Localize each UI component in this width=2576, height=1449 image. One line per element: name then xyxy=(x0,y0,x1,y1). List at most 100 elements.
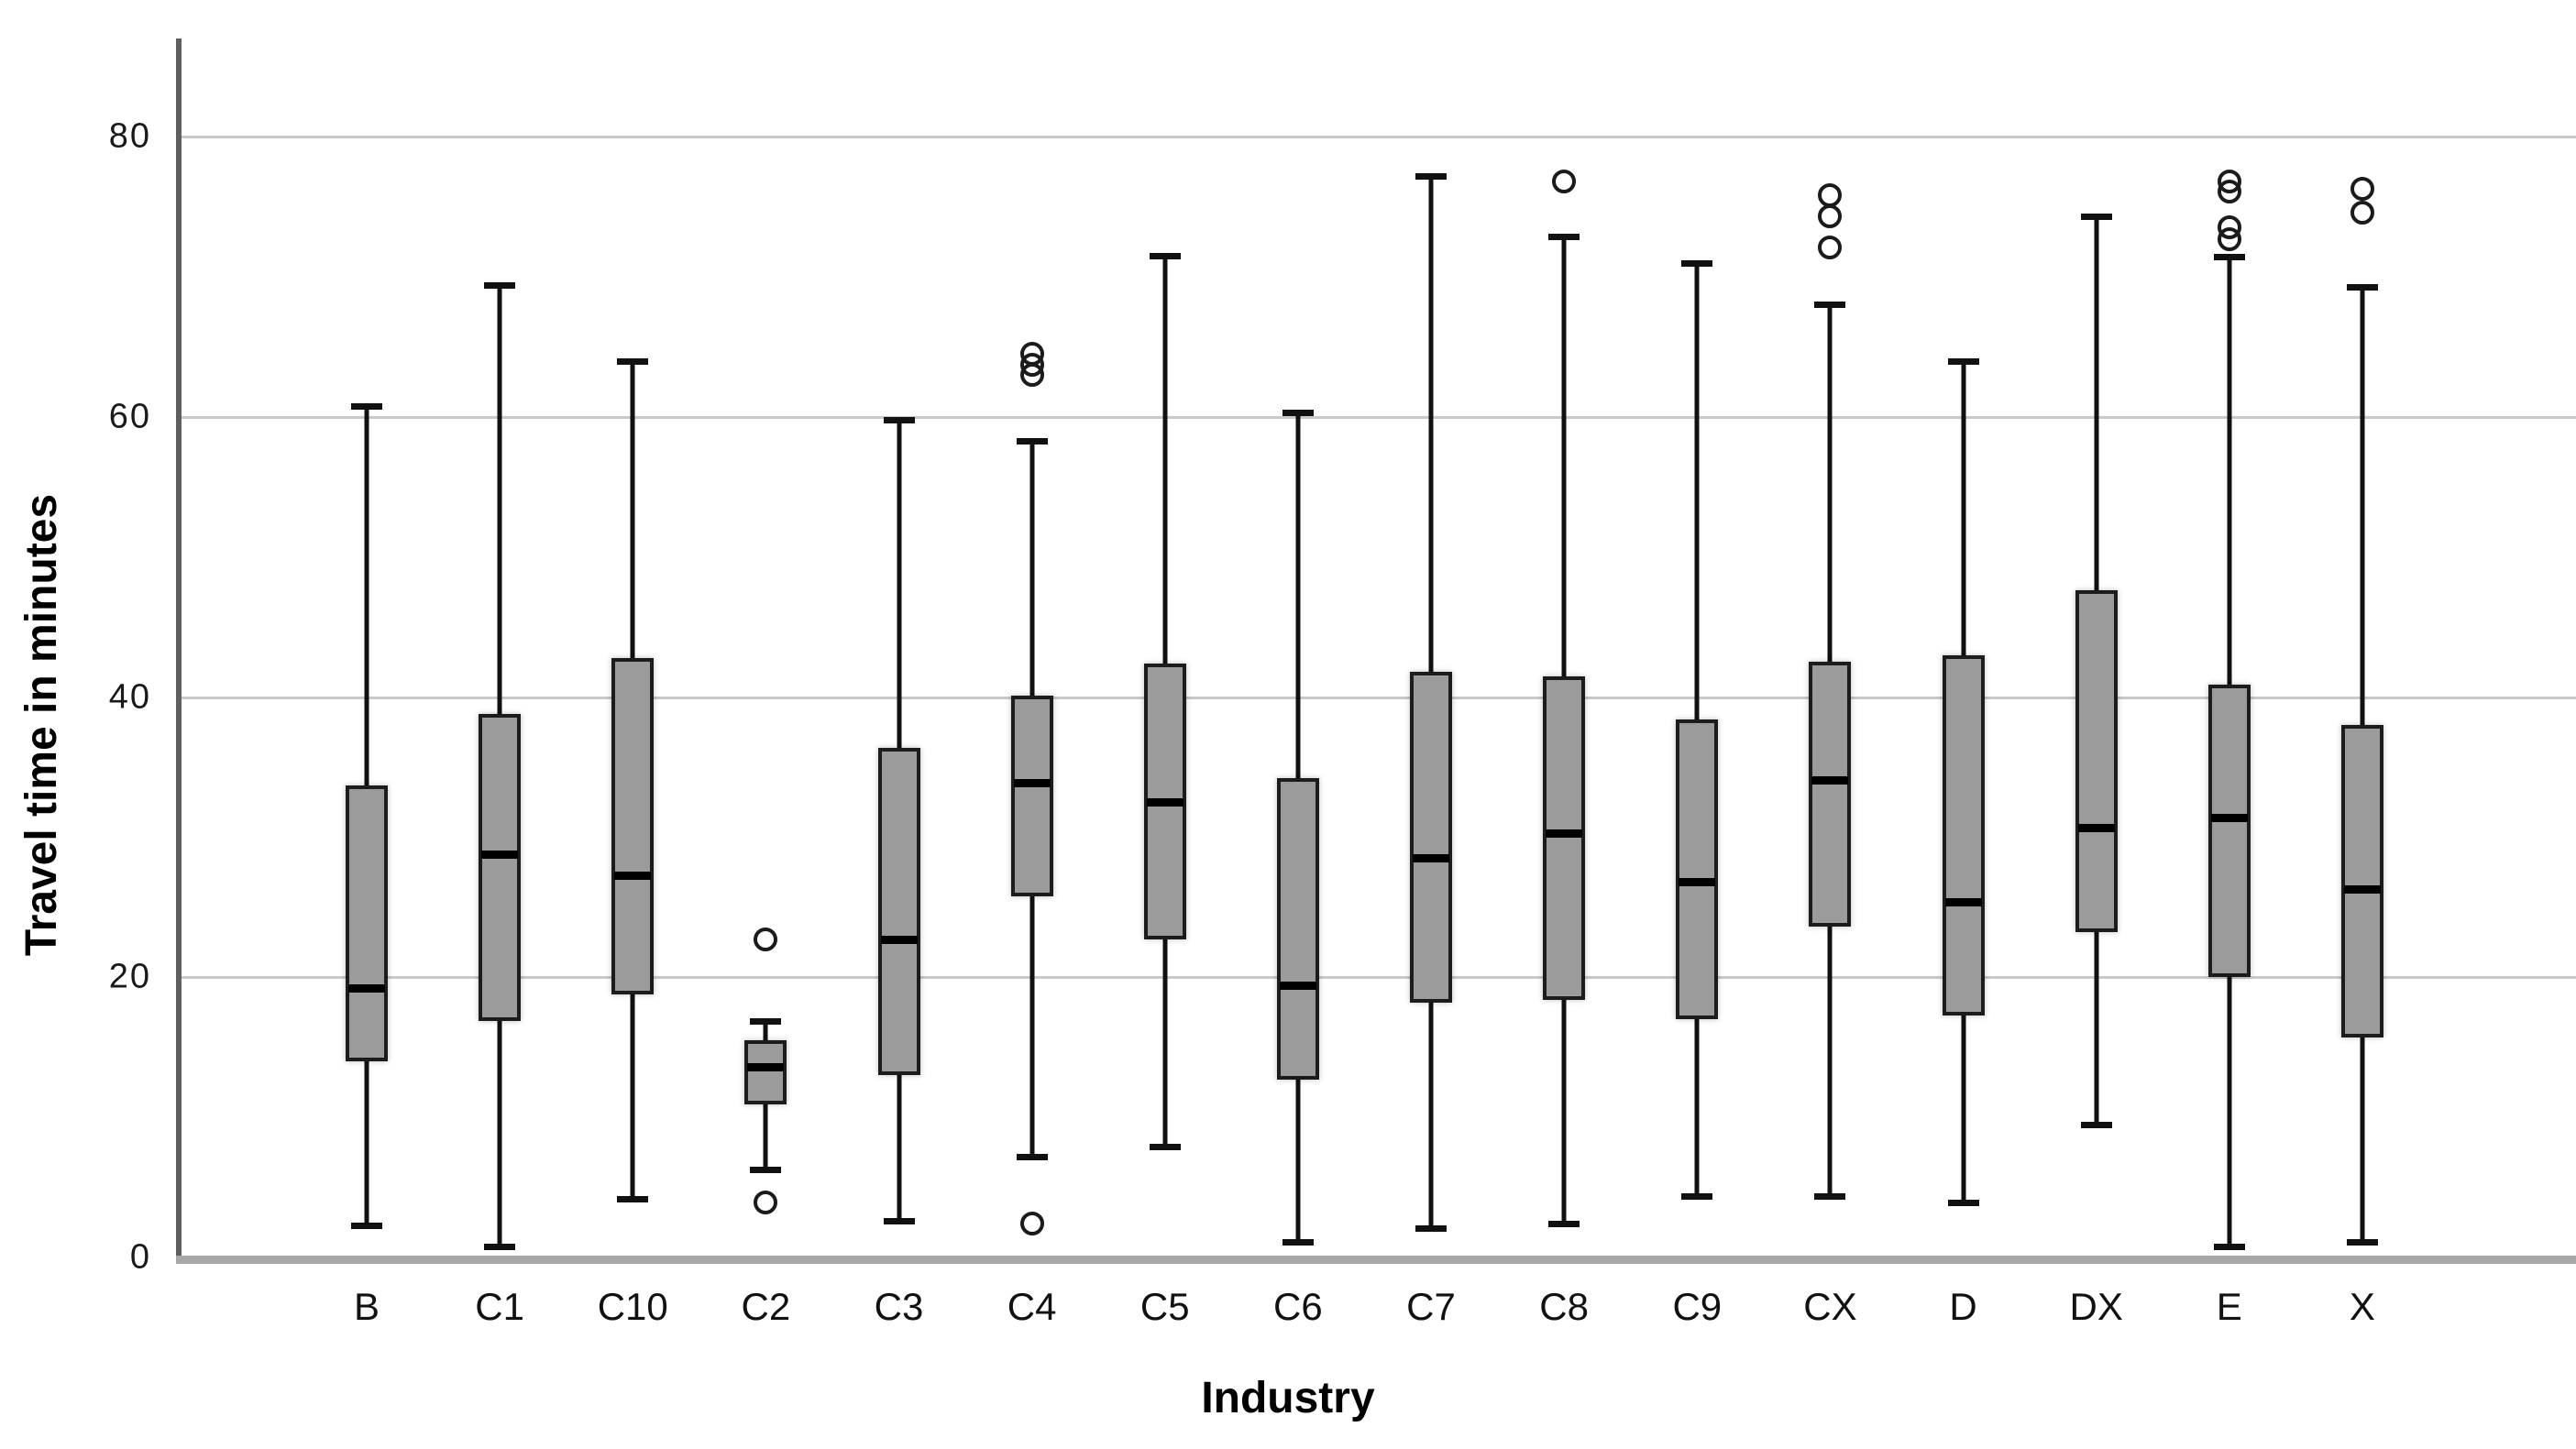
whisker-upper xyxy=(1428,175,1434,672)
outlier-point xyxy=(1552,169,1577,193)
box-iqr xyxy=(1543,675,1586,1000)
y-tick-label: 40 xyxy=(108,677,151,716)
whisker-cap-upper xyxy=(1415,172,1448,180)
box-iqr xyxy=(1276,778,1319,1080)
median-line xyxy=(1413,854,1450,863)
whisker-cap-lower xyxy=(883,1218,915,1225)
y-axis-line xyxy=(176,38,182,1262)
whisker-upper xyxy=(630,360,635,658)
box-iqr xyxy=(2340,725,2383,1037)
whisker-cap-lower xyxy=(750,1166,782,1173)
whisker-lower xyxy=(2094,932,2099,1125)
whisker-cap-lower xyxy=(1947,1200,1979,1207)
whisker-cap-upper xyxy=(484,282,516,290)
category-label: C7 xyxy=(1406,1285,1456,1328)
category-label: C8 xyxy=(1539,1285,1590,1328)
box-iqr xyxy=(1676,719,1719,1020)
median-line xyxy=(348,984,385,993)
category-label: CX xyxy=(1803,1285,1857,1328)
whisker-cap-lower xyxy=(617,1195,649,1202)
median-line xyxy=(481,850,519,859)
outlier-point xyxy=(754,1191,778,1215)
whisker-lower xyxy=(1029,895,1035,1157)
category-label: B xyxy=(353,1285,380,1328)
box-iqr xyxy=(877,747,920,1076)
whisker-lower xyxy=(1162,939,1168,1147)
whisker-cap-upper xyxy=(1149,252,1181,259)
whisker-cap-upper xyxy=(351,402,382,410)
gridline-80 xyxy=(179,136,2576,138)
x-axis-title: Industry xyxy=(1201,1374,1375,1422)
gridline-40 xyxy=(179,696,2576,699)
whisker-cap-upper xyxy=(2346,283,2378,291)
whisker-lower xyxy=(1295,1079,1301,1243)
median-line xyxy=(2343,884,2381,894)
median-line xyxy=(747,1063,785,1072)
whisker-cap-upper xyxy=(750,1017,782,1025)
whisker-cap-upper xyxy=(883,416,915,423)
whisker-lower xyxy=(763,1104,768,1169)
whisker-cap-upper xyxy=(1947,357,1979,365)
whisker-upper xyxy=(1694,262,1700,719)
whisker-cap-lower xyxy=(1415,1224,1448,1232)
median-line xyxy=(1944,897,1982,906)
whisker-lower xyxy=(897,1075,902,1222)
outlier-point xyxy=(1019,362,1044,387)
whisker-cap-upper xyxy=(1016,437,1048,445)
whisker-upper xyxy=(497,285,502,714)
y-axis-title: Travel time in minutes xyxy=(17,493,66,956)
whisker-cap-lower xyxy=(1016,1153,1048,1160)
whisker-cap-upper xyxy=(1548,233,1580,240)
category-label: D xyxy=(1949,1285,1977,1328)
gridline-60 xyxy=(179,415,2576,419)
whisker-lower xyxy=(630,993,635,1199)
box-iqr xyxy=(611,657,655,994)
box-iqr xyxy=(346,785,388,1061)
whisker-upper xyxy=(897,419,902,748)
whisker-cap-lower xyxy=(1681,1192,1713,1200)
category-label: C1 xyxy=(475,1285,524,1328)
whisker-lower xyxy=(2360,1037,2365,1243)
whisker-lower xyxy=(1561,999,1567,1224)
y-tick-label: 80 xyxy=(108,116,151,156)
median-line xyxy=(614,871,652,880)
y-tick-label: 0 xyxy=(129,1237,151,1277)
category-label: C4 xyxy=(1007,1285,1057,1328)
outlier-point xyxy=(2217,226,2241,251)
y-tick-label: 60 xyxy=(108,397,151,436)
gridline-20 xyxy=(179,976,2576,980)
whisker-lower xyxy=(1961,1015,1966,1203)
outlier-point xyxy=(1818,235,1843,259)
whisker-cap-lower xyxy=(351,1222,382,1229)
median-line xyxy=(2077,823,2115,832)
outlier-point xyxy=(2217,179,2241,203)
whisker-cap-lower xyxy=(2080,1121,2112,1128)
whisker-cap-lower xyxy=(2346,1239,2378,1246)
whisker-upper xyxy=(1295,412,1301,779)
median-line xyxy=(1013,778,1051,787)
whisker-upper xyxy=(2227,257,2232,685)
y-tick-label: 20 xyxy=(108,957,151,996)
box-iqr xyxy=(1809,662,1852,928)
category-label: C6 xyxy=(1273,1285,1323,1328)
whisker-upper xyxy=(763,1020,768,1041)
whisker-cap-lower xyxy=(1814,1192,1846,1200)
whisker-lower xyxy=(1827,927,1833,1196)
whisker-upper xyxy=(364,405,369,785)
whisker-cap-lower xyxy=(2213,1243,2245,1250)
median-line xyxy=(1679,878,1716,887)
box-iqr xyxy=(1010,695,1053,896)
whisker-cap-lower xyxy=(484,1243,516,1250)
outlier-point xyxy=(2350,200,2374,225)
whisker-cap-lower xyxy=(1548,1221,1580,1228)
category-label: C10 xyxy=(597,1285,668,1328)
category-label: C2 xyxy=(741,1285,791,1328)
box-iqr xyxy=(1942,654,1985,1015)
median-line xyxy=(1811,775,1849,785)
whisker-lower xyxy=(2227,977,2232,1246)
median-line xyxy=(1546,829,1583,838)
box-iqr xyxy=(479,713,522,1021)
category-label: X xyxy=(2349,1285,2375,1328)
whisker-lower xyxy=(364,1060,369,1225)
